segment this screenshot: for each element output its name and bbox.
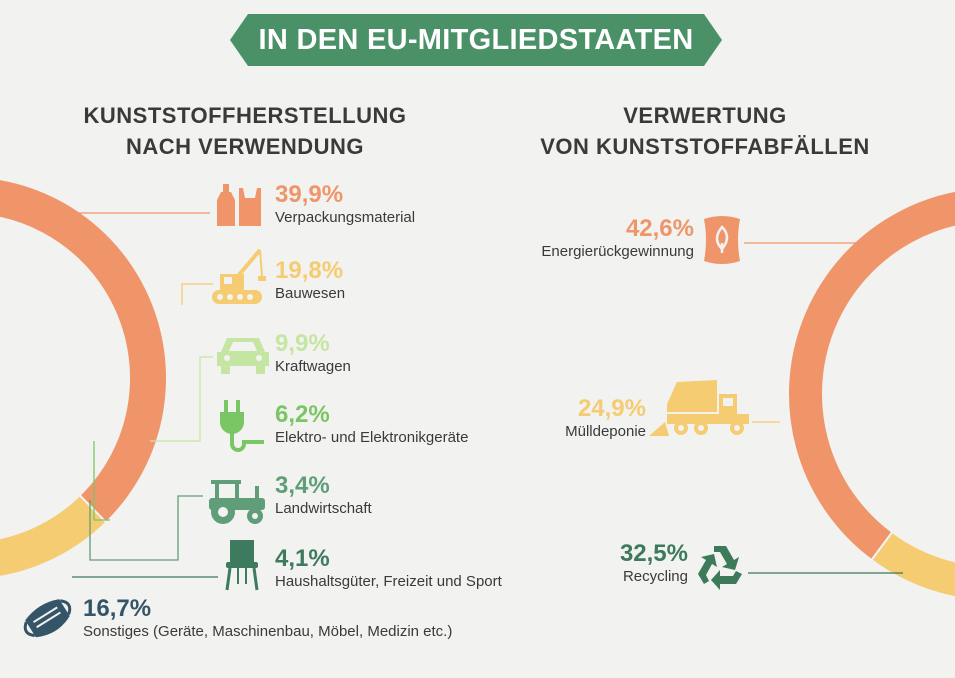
legend-label-construction: Bauwesen [275, 285, 346, 302]
crane-icon [212, 248, 266, 304]
data-label-construction: 19,8% [275, 257, 344, 284]
banner-title: IN DEN EU-MITGLIEDSTAATEN [258, 24, 694, 56]
data-label-recycling: 32,5% [619, 540, 688, 567]
entry-agriculture: 3,4% Landwirtschaft [275, 472, 372, 518]
recycling-icon [698, 546, 742, 590]
entry-packaging: 39,9% Verpackungsmaterial [275, 181, 415, 227]
data-label-automotive: 9,9% [275, 330, 330, 357]
banner: IN DEN EU-MITGLIEDSTAATEN [230, 14, 722, 66]
data-label-others: 16,7% [83, 595, 152, 622]
fuel-sack-icon [704, 216, 740, 264]
entry-recycling: 32,5% Recycling [520, 540, 688, 586]
car-icon [217, 338, 269, 374]
entry-electronics: 6,2% Elektro- und Elektronikgeräte [275, 401, 468, 447]
left-heading-line1: KUNSTSTOFFHERSTELLUNG [83, 103, 407, 128]
legend-label-household: Haushaltsgüter, Freizeit und Sport [275, 573, 502, 590]
left-heading: KUNSTSTOFFHERSTELLUNG NACH VERWENDUNG [60, 100, 430, 162]
legend-label-packaging: Verpackungsmaterial [275, 209, 416, 226]
leader-line-construction [181, 283, 213, 305]
donut-slice-energy [787, 189, 955, 562]
face-mask-icon [23, 599, 72, 638]
data-label-landfill: 24,9% [577, 395, 646, 422]
legend-label-electronics: Elektro- und Elektronikgeräte [275, 429, 469, 446]
donut-slice-landfill [870, 530, 955, 599]
entry-construction: 19,8% Bauwesen [275, 257, 345, 303]
entry-others: 16,7% Sonstiges (Geräte, Maschinenbau, M… [83, 595, 452, 641]
chair-icon [225, 540, 259, 591]
dump-truck-icon [649, 380, 749, 436]
legend-label-landfill: Mülldeponie [565, 423, 646, 440]
data-label-household: 4,1% [275, 545, 330, 572]
leader-line-automotive [150, 356, 213, 442]
plug-icon [220, 400, 264, 452]
data-label-packaging: 39,9% [275, 181, 344, 208]
data-label-electronics: 6,2% [275, 401, 330, 428]
entry-energy: 42,6% Energierückgewinnung [520, 215, 694, 261]
data-label-energy: 42,6% [625, 215, 694, 242]
donut-slice-packaging [0, 178, 168, 524]
entry-household: 4,1% Haushaltsgüter, Freizeit und Sport [275, 545, 502, 591]
legend-label-automotive: Kraftwagen [275, 358, 351, 375]
leader-line-agriculture [89, 495, 203, 561]
bottle-and-bag-icon [217, 184, 261, 226]
legend-label-energy: Energierückgewinnung [541, 243, 694, 260]
left-heading-line2: NACH VERWENDUNG [125, 134, 365, 159]
legend-label-agriculture: Landwirtschaft [275, 500, 372, 517]
leader-line-electronics [93, 441, 110, 521]
data-label-agriculture: 3,4% [275, 472, 330, 499]
banner-shape [230, 14, 722, 66]
entry-landfill: 24,9% Mülldeponie [520, 395, 646, 441]
donut-slice-construction [0, 493, 108, 578]
legend-label-recycling: Recycling [622, 568, 688, 585]
right-heading-line2: VON KUNSTSTOFFABFÄLLEN [540, 134, 870, 159]
entry-automotive: 9,9% Kraftwagen [275, 330, 351, 376]
legend-label-others: Sonstiges (Geräte, Maschinenbau, Möbel, … [83, 623, 453, 640]
tractor-icon [209, 480, 265, 524]
right-heading-line1: VERWERTUNG [623, 103, 787, 128]
right-heading: VERWERTUNG VON KUNSTSTOFFABFÄLLEN [520, 100, 890, 162]
